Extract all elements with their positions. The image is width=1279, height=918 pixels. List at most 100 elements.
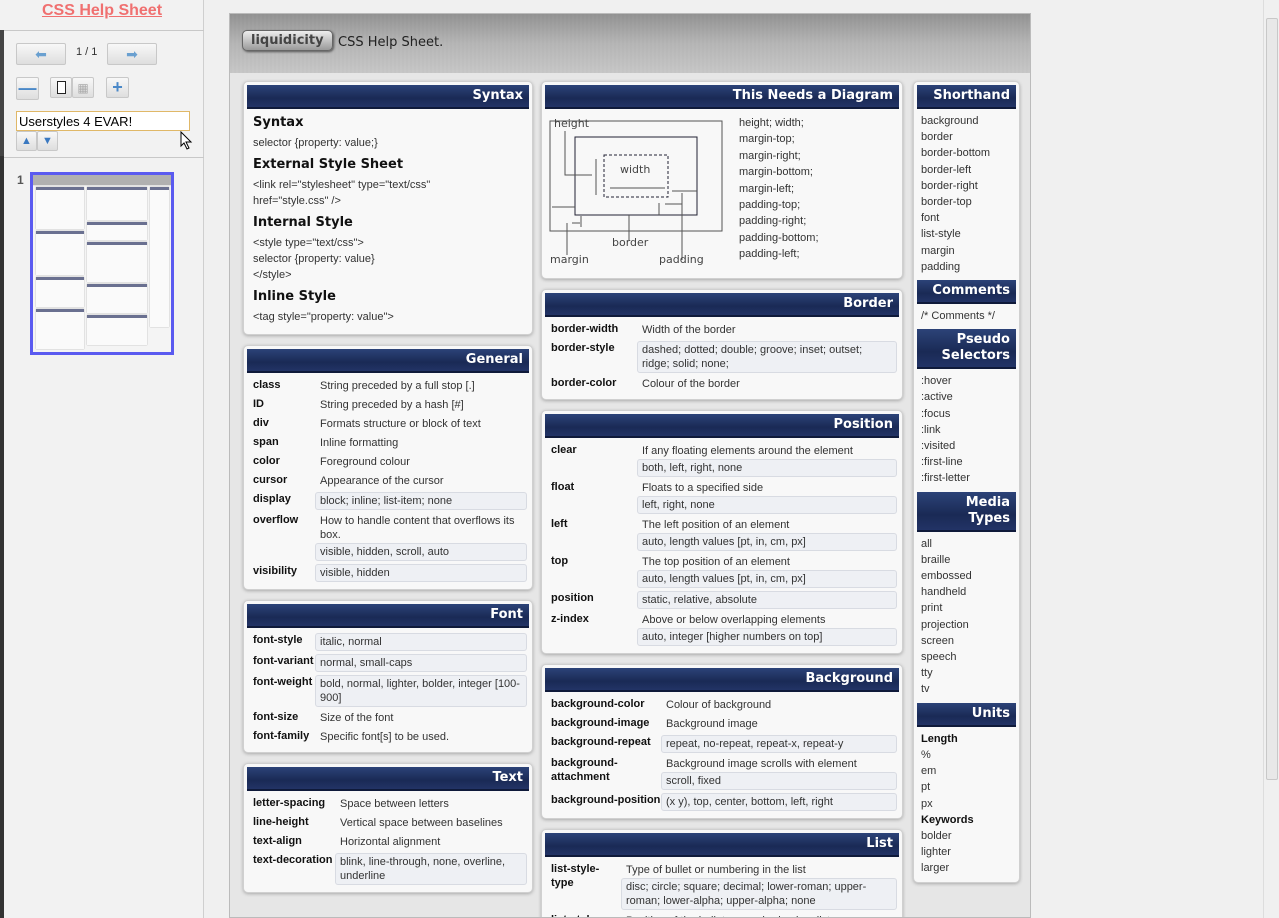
- code-line: </style>: [253, 269, 292, 281]
- sidebar: CSS Help Sheet ⬅ 1 / 1 ➡ — ▦ + ▲ ▼ 1: [0, 0, 204, 918]
- list-item: pt: [921, 781, 931, 794]
- list-item: larger: [921, 862, 950, 875]
- page-thumbnail[interactable]: [30, 172, 174, 355]
- scrollbar-thumb[interactable]: [1266, 18, 1278, 780]
- property-row: position static, relative, absolute: [545, 590, 899, 611]
- property-row: line-height Vertical space between baseli…: [247, 814, 529, 833]
- code-line: href="style.css" />: [253, 195, 341, 207]
- property-info: Type of bullet or numbering in the list d…: [621, 862, 899, 910]
- property-name: span: [253, 436, 279, 448]
- divider: [4, 157, 204, 158]
- arrow-left-icon: ⬅: [35, 45, 47, 62]
- syntax-heading: Inline Style: [253, 289, 336, 304]
- property-values: normal, small-caps: [315, 654, 527, 672]
- section-header-shorthand: Shorthand: [917, 85, 1016, 109]
- column-1: Syntax Syntax selector {property: value;} E…: [243, 81, 533, 903]
- section-header-units: Units: [917, 702, 1016, 727]
- property-name: display: [253, 493, 291, 505]
- property-name: list-style-type: [551, 863, 600, 889]
- vertical-scrollbar[interactable]: [1263, 0, 1279, 918]
- property-name: font-weight: [253, 676, 313, 688]
- thumbnail-label: 1: [17, 173, 24, 187]
- list-item: margin: [921, 244, 955, 257]
- list-item: :first-line: [921, 456, 963, 469]
- code-snippet: <tag style="property: value">: [247, 307, 529, 329]
- property-info: Background image scrolls with element scr…: [661, 756, 899, 790]
- property-name: visibility: [253, 565, 298, 577]
- code-snippet: <link rel="stylesheet" type="text/css" hr…: [247, 175, 529, 213]
- property-name: class: [253, 379, 281, 391]
- list-item: Keywords: [921, 813, 974, 826]
- property-name: background-image: [551, 717, 650, 729]
- code-snippet: <style type="text/css"> selector {propert…: [247, 233, 529, 287]
- code-line: <link rel="stylesheet" type="text/css": [253, 179, 431, 191]
- property-info: Foreground colour: [315, 454, 529, 470]
- property-row: border-color Colour of the border: [545, 375, 899, 394]
- property-row: background-position (x y), top, center, b…: [545, 792, 899, 813]
- property-info: Above or below overlapping elements auto,…: [637, 612, 899, 646]
- syntax-heading: Syntax: [253, 115, 304, 130]
- next-page-button[interactable]: ➡: [107, 43, 157, 65]
- property-info: Formats structure or block of text: [315, 416, 529, 432]
- triangle-down-icon: ▼: [42, 135, 53, 147]
- property-name: overflow: [253, 514, 299, 526]
- property-info: dashed; dotted; double; groove; inset; o…: [637, 341, 899, 373]
- property-info: Space between letters: [335, 796, 529, 812]
- list-item: tv: [921, 683, 930, 696]
- property-info: Position of the bullet or numbering in a…: [621, 913, 899, 917]
- property-name: font-style: [253, 634, 303, 646]
- property-info: Appearance of the cursor: [315, 473, 529, 489]
- property-info: repeat, no-repeat, repeat-x, repeat-y: [661, 735, 899, 753]
- property-info: The left position of an element auto, len…: [637, 517, 899, 551]
- width-label: width: [620, 163, 650, 176]
- prev-page-button[interactable]: ⬅: [16, 43, 66, 65]
- document-page: liquidicity CSS Help Sheet. Syntax Syntax…: [229, 13, 1031, 918]
- property-row: border-width Width of the border: [545, 321, 899, 340]
- property-row: span Inline formatting: [247, 434, 529, 453]
- property-values: dashed; dotted; double; groove; inset; o…: [637, 341, 897, 373]
- property-row: font-family Specific font[s] to be used.: [247, 728, 529, 747]
- property-info: static, relative, absolute: [637, 591, 899, 609]
- zoom-out-button[interactable]: —: [16, 77, 39, 100]
- property-values: visible, hidden: [315, 564, 527, 582]
- list-item: padding: [921, 260, 961, 273]
- property-name: border-style: [551, 342, 615, 354]
- document-title-link[interactable]: CSS Help Sheet: [41, 2, 163, 19]
- property-name: margin-right;: [739, 149, 801, 162]
- section-header: Background: [545, 668, 899, 692]
- property-description: Background image: [666, 718, 758, 730]
- reference-lists: Shorthand background border border-bottom bo…: [913, 81, 1020, 883]
- find-next-button[interactable]: ▼: [37, 131, 58, 151]
- list-item: lighter: [921, 846, 951, 859]
- property-name: padding-top;: [739, 199, 801, 212]
- single-page-button[interactable]: [50, 77, 72, 98]
- grid-view-button[interactable]: ▦: [72, 77, 94, 98]
- property-name: background-position: [551, 794, 661, 806]
- zoom-in-button[interactable]: +: [106, 77, 129, 98]
- property-name: background-repeat: [551, 736, 651, 748]
- find-input[interactable]: [16, 111, 190, 131]
- property-description: Position of the bullet or numbering in a…: [621, 913, 897, 917]
- property-values: auto, length values [pt, in, cm, px]: [637, 570, 897, 588]
- code-line: <style type="text/css">: [253, 237, 364, 249]
- list-item: Length: [921, 732, 958, 745]
- find-previous-button[interactable]: ▲: [16, 131, 37, 151]
- property-description: How to handle content that overflows its…: [320, 515, 515, 541]
- section-header: Font: [247, 604, 529, 628]
- property-description: Background image scrolls with element: [666, 758, 857, 770]
- plus-icon: +: [112, 77, 123, 97]
- property-name: div: [253, 417, 269, 429]
- property-values: repeat, no-repeat, repeat-x, repeat-y: [661, 735, 897, 753]
- property-description: Size of the font: [320, 712, 394, 724]
- section-background: Background background-color Colour of back…: [541, 664, 903, 819]
- property-name: background-attachment: [551, 757, 618, 783]
- box-model-figure: height width border margin padding: [549, 117, 723, 266]
- property-info: String preceded by a hash [#]: [315, 397, 529, 413]
- section-syntax: Syntax Syntax selector {property: value;} E…: [243, 81, 533, 335]
- property-name: border-width: [551, 323, 619, 335]
- property-info: Specific font[s] to be used.: [315, 729, 529, 745]
- property-row: text-decoration blink, line-through, none…: [247, 852, 529, 887]
- list-item: em: [921, 765, 937, 778]
- property-values: italic, normal: [315, 633, 527, 651]
- list-item: /* Comments */: [921, 310, 995, 323]
